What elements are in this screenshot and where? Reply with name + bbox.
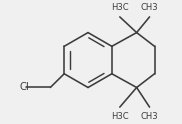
Text: CH3: CH3 <box>141 112 158 121</box>
Text: H3C: H3C <box>111 112 129 121</box>
Text: CH3: CH3 <box>141 3 158 12</box>
Text: Cl: Cl <box>20 82 29 93</box>
Text: H3C: H3C <box>111 3 129 12</box>
